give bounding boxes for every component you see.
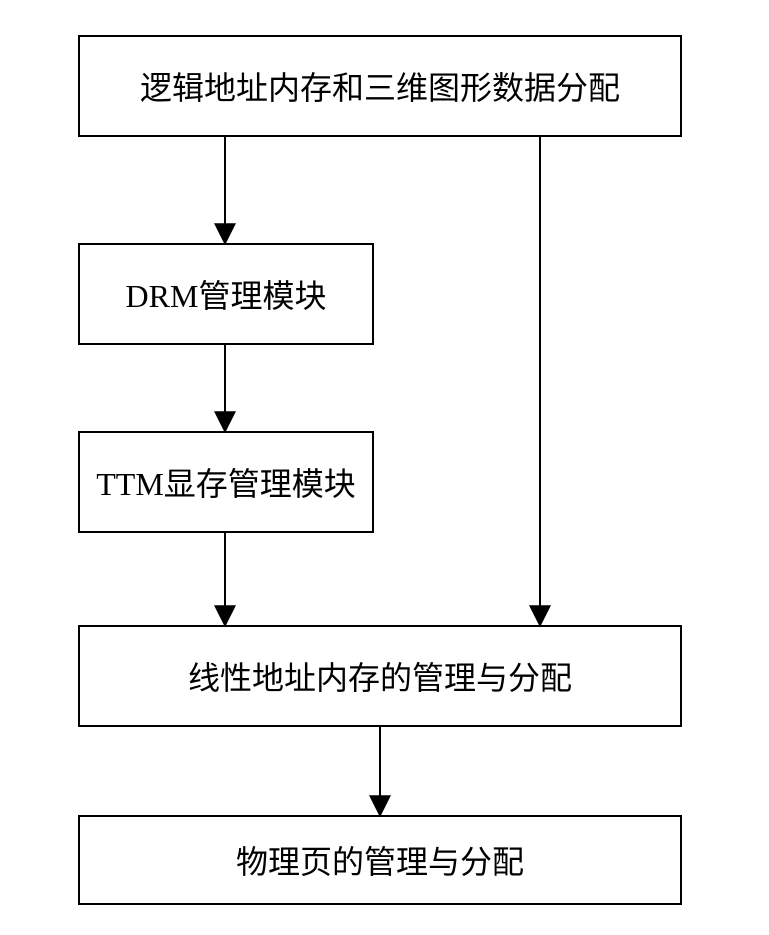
- flow-node-n1: 逻辑地址内存和三维图形数据分配: [78, 35, 682, 137]
- flowchart-canvas: 逻辑地址内存和三维图形数据分配 DRM管理模块 TTM显存管理模块线性地址内存的管理…: [0, 0, 769, 935]
- flow-node-label: DRM管理模块: [126, 271, 327, 317]
- flow-node-label: 逻辑地址内存和三维图形数据分配: [140, 63, 620, 109]
- flow-node-n4: 线性地址内存的管理与分配: [78, 625, 682, 727]
- flow-node-n2: DRM管理模块: [78, 243, 374, 345]
- flow-node-label: TTM显存管理模块: [96, 459, 356, 505]
- flow-node-n5: 物理页的管理与分配: [78, 815, 682, 905]
- flow-node-label: 线性地址内存的管理与分配: [188, 653, 572, 699]
- flow-node-n3: TTM显存管理模块: [78, 431, 374, 533]
- flow-node-label: 物理页的管理与分配: [236, 837, 524, 883]
